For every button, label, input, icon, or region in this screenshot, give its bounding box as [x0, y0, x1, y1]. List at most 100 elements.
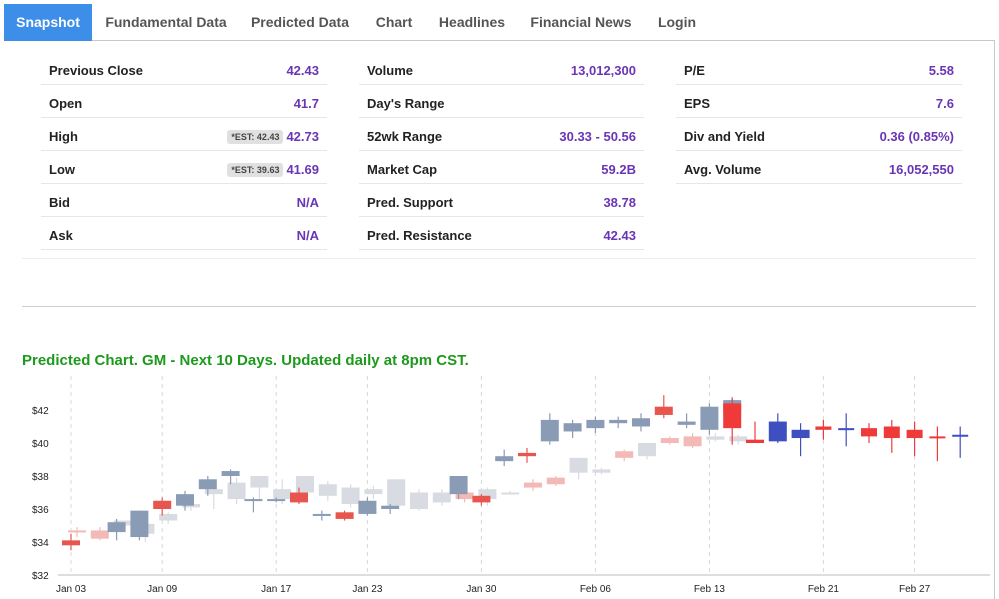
stat-label: Previous Close [49, 63, 143, 78]
y-tick-label: $32 [32, 571, 49, 582]
stat-value: 0.36 (0.85%) [879, 129, 954, 144]
stat-pe: P/E 5.58 [676, 52, 962, 85]
tab-snapshot[interactable]: Snapshot [4, 4, 92, 41]
predicted-candle-body [455, 492, 474, 500]
predicted-candle-body [410, 492, 428, 509]
x-tick-label: Jan 03 [56, 584, 86, 595]
stat-value: 42.43 [603, 228, 636, 243]
stat-bid: Bid N/A [41, 184, 327, 217]
chart-title: Predicted Chart. GM - Next 10 Days. Upda… [22, 352, 469, 369]
stat-value: 30.33 - 50.56 [559, 129, 636, 144]
stat-label: Open [49, 96, 83, 111]
stat-label: P/E [684, 63, 705, 78]
future-candle-body [952, 434, 969, 437]
actual-candle-body [632, 418, 650, 427]
predicted-candle-body [159, 513, 178, 521]
stat-label: Bid [49, 195, 70, 210]
stat-pred-resistance: Pred. Resistance 42.43 [359, 217, 644, 250]
tab-financial-news[interactable]: Financial News [530, 14, 632, 30]
predicted-candle-body [660, 438, 679, 443]
actual-candle-body [677, 421, 696, 425]
tab-login[interactable]: Login [657, 14, 697, 30]
stat-52wk-range: 52wk Range 30.33 - 50.56 [359, 118, 644, 151]
predicted-candle-body [387, 479, 406, 506]
y-tick-label: $42 [32, 406, 49, 417]
actual-candle-body [540, 419, 559, 442]
predicted-candle-body [90, 530, 109, 539]
predicted-candle-body [501, 492, 520, 495]
stat-label: Low [49, 162, 75, 177]
stat-label: Ask [49, 228, 73, 243]
future-candle-body [838, 428, 855, 431]
stat-value: 42.43 [286, 63, 319, 78]
future-candle-body [929, 436, 946, 439]
stat-market-cap: Market Cap 59.2B [359, 151, 644, 184]
stat-value-group: *EST: 42.43 42.73 [227, 129, 319, 145]
future-candle-body [861, 428, 877, 437]
tab-headlines[interactable]: Headlines [438, 14, 506, 30]
actual-candle-body [472, 495, 491, 503]
stat-label: EPS [684, 96, 711, 111]
y-tick-label: $40 [32, 439, 49, 450]
stat-value: 41.7 [293, 96, 319, 111]
actual-candle-body [312, 513, 331, 516]
x-tick-label: Feb 06 [580, 584, 612, 595]
actual-candle-body [700, 406, 719, 430]
stat-label: 52wk Range [367, 129, 443, 144]
actual-candle-body [381, 505, 400, 509]
future-candle-body [906, 429, 923, 439]
stat-value: 41.69 [286, 162, 319, 177]
stat-label: Market Cap [367, 162, 438, 177]
predicted-candle-body [68, 530, 86, 533]
predicted-candle-body [182, 504, 200, 508]
stat-value: 16,052,550 [888, 162, 954, 177]
tab-predicted-data[interactable]: Predicted Data [250, 14, 350, 30]
stat-eps: EPS 7.6 [676, 85, 962, 118]
x-tick-label: Jan 30 [466, 584, 496, 595]
actual-candle-body [518, 452, 536, 457]
stat-volume: Volume 13,012,300 [359, 52, 644, 85]
predicted-candle-body [569, 457, 588, 473]
stat-label: Div and Yield [684, 129, 765, 144]
predicted-candle-body [341, 487, 360, 505]
actual-candle-body [495, 456, 514, 462]
candlestick-chart: $32 $34 $36 $38 $40 $42 Jan 03 Jan 09 Jan 17 Jan … [32, 376, 990, 595]
stat-value: 7.6 [935, 96, 954, 111]
x-tick-label: Feb 27 [899, 584, 931, 595]
tab-chart[interactable]: Chart [375, 14, 413, 30]
stat-value: 42.73 [286, 129, 319, 144]
stat-avg-volume: Avg. Volume 16,052,550 [676, 151, 962, 184]
actual-candle-body [290, 492, 308, 503]
stat-label: Volume [367, 63, 413, 78]
y-tick-label: $34 [32, 538, 49, 549]
est-badge: *EST: 42.43 [227, 130, 284, 144]
stat-value-group: *EST: 39.63 41.69 [227, 162, 319, 178]
stat-low: Low *EST: 39.63 41.69 [41, 151, 327, 184]
actual-candle-body [335, 512, 354, 519]
predicted-candle-body [546, 477, 565, 485]
y-tick-label: $36 [32, 505, 49, 516]
stat-value: 13,012,300 [570, 63, 636, 78]
predicted-candle-body [250, 476, 269, 488]
actual-candle-body [198, 479, 217, 490]
future-candle-body [791, 429, 810, 439]
future-candle-body [723, 403, 742, 429]
x-tick-label: Feb 21 [808, 584, 840, 595]
actual-candle-body [609, 419, 628, 424]
future-candle-body [746, 439, 764, 443]
actual-candle-body [358, 500, 377, 514]
predicted-candle-body [364, 489, 383, 495]
stat-label: High [49, 129, 78, 144]
predicted-candle-body [478, 489, 497, 500]
predicted-candle-body [524, 482, 542, 488]
predicted-candle-body [273, 489, 292, 500]
predicted-candle-body [318, 484, 337, 496]
stat-high: High *EST: 42.43 42.73 [41, 118, 327, 151]
tab-fundamental-data[interactable]: Fundamental Data [105, 14, 227, 30]
predicted-candle-body [706, 436, 725, 440]
section-divider [22, 306, 976, 307]
stat-ask: Ask N/A [41, 217, 327, 250]
stat-label: Pred. Support [367, 195, 453, 210]
stat-label: Pred. Resistance [367, 228, 472, 243]
stat-label: Avg. Volume [684, 162, 762, 177]
